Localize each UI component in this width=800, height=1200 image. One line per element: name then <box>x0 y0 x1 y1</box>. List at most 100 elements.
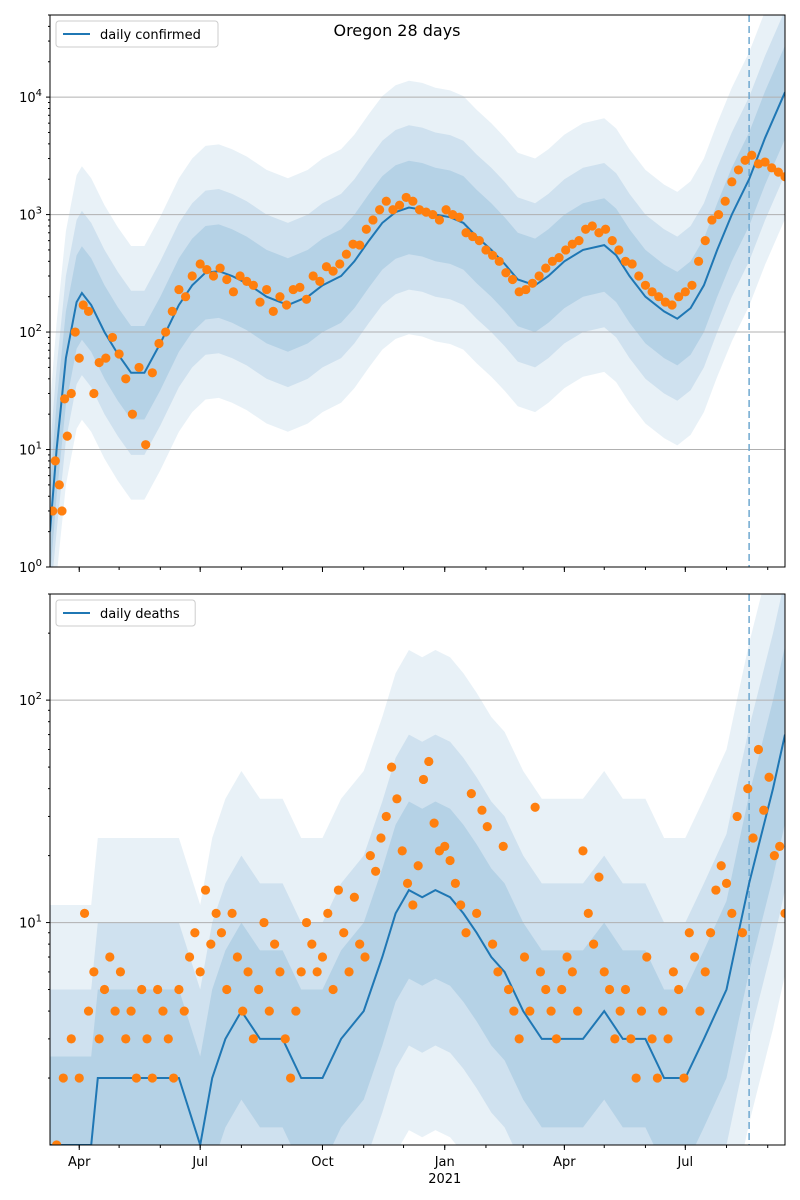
data-point <box>235 271 245 281</box>
data-point <box>179 1006 189 1016</box>
data-point <box>720 196 730 206</box>
data-point <box>654 292 664 302</box>
data-point <box>740 155 750 165</box>
data-point <box>264 1006 274 1016</box>
data-point <box>554 253 564 263</box>
data-point <box>99 984 110 995</box>
data-point <box>461 928 471 938</box>
x-tick-label: Apr <box>68 1155 91 1170</box>
data-point <box>60 394 70 404</box>
y-tick-label: 103 <box>19 206 42 224</box>
data-point <box>107 332 118 343</box>
data-point <box>679 1073 689 1083</box>
data-point <box>561 245 571 255</box>
data-point <box>727 908 737 918</box>
legend: daily deaths <box>55 599 196 627</box>
data-point <box>83 306 94 316</box>
data-point <box>610 1034 620 1044</box>
data-point <box>546 1006 556 1016</box>
data-point <box>759 805 769 815</box>
legend-label: daily confirmed <box>100 28 201 43</box>
x-tick-label: Apr <box>553 1155 576 1170</box>
data-point <box>376 833 386 843</box>
data-point <box>307 939 317 949</box>
data-point <box>631 1073 641 1083</box>
data-point <box>355 939 365 949</box>
data-point <box>248 280 258 290</box>
data-point <box>66 1034 76 1044</box>
data-point <box>627 259 637 269</box>
data-point <box>707 215 717 225</box>
data-point <box>397 846 407 856</box>
data-point <box>66 388 76 399</box>
data-point <box>684 928 694 938</box>
data-point <box>607 236 617 246</box>
data-point <box>341 249 351 259</box>
data-point <box>487 939 498 949</box>
data-point <box>434 215 445 225</box>
data-point <box>402 878 413 888</box>
data-point <box>242 276 252 286</box>
data-point <box>285 1073 296 1083</box>
data-point <box>668 967 678 977</box>
y-tick-label: 101 <box>19 441 42 459</box>
data-point <box>713 209 724 220</box>
plot-area <box>50 15 785 567</box>
data-point <box>270 939 280 949</box>
data-point <box>255 297 265 307</box>
y-tick-label: 102 <box>19 691 42 709</box>
data-point <box>394 200 405 210</box>
data-point <box>468 231 478 242</box>
data-point <box>78 300 88 310</box>
data-point <box>232 952 243 962</box>
data-point <box>594 872 604 882</box>
data-point <box>50 506 58 516</box>
data-point <box>174 984 184 995</box>
data-point <box>222 984 232 995</box>
data-point <box>503 984 514 995</box>
x-tick-label: Jan <box>434 1155 455 1170</box>
data-point <box>687 280 697 290</box>
data-point <box>780 172 785 182</box>
data-point <box>640 280 651 290</box>
data-point <box>534 271 544 281</box>
data-point <box>295 282 305 292</box>
data-point <box>275 292 285 302</box>
data-point <box>600 224 611 234</box>
data-point <box>587 221 597 231</box>
chart-title: Oregon 28 days <box>333 21 460 40</box>
data-point <box>361 224 371 234</box>
data-point <box>413 861 423 871</box>
data-point <box>721 878 732 888</box>
y-tick-label: 101 <box>19 914 42 932</box>
data-point <box>141 440 151 450</box>
legend: daily confirmed <box>55 20 219 48</box>
data-point <box>105 952 115 962</box>
data-point <box>195 259 205 269</box>
data-point <box>371 866 381 876</box>
data-point <box>626 1034 636 1044</box>
data-point <box>317 952 328 962</box>
x-year-label: 2021 <box>428 1172 461 1187</box>
data-point <box>52 1140 62 1145</box>
data-point <box>525 1006 535 1016</box>
data-point <box>498 841 508 851</box>
data-point <box>652 1073 663 1083</box>
data-point <box>121 1034 131 1044</box>
data-point <box>344 967 354 977</box>
data-point <box>335 259 345 269</box>
data-point <box>355 240 365 250</box>
data-point <box>574 236 584 246</box>
confirmed-chart-panel: 100 101 102 103 104 daily confirmed <box>19 14 786 576</box>
data-point <box>50 456 60 466</box>
data-point <box>228 287 239 297</box>
data-point <box>604 984 615 995</box>
uncertainty-band <box>50 15 785 567</box>
data-point <box>747 150 757 160</box>
data-point <box>74 353 84 363</box>
x-tick-label: Jul <box>676 1155 693 1170</box>
data-point <box>482 822 492 832</box>
data-point <box>169 1073 179 1083</box>
data-point <box>408 196 418 206</box>
data-point <box>301 294 312 304</box>
